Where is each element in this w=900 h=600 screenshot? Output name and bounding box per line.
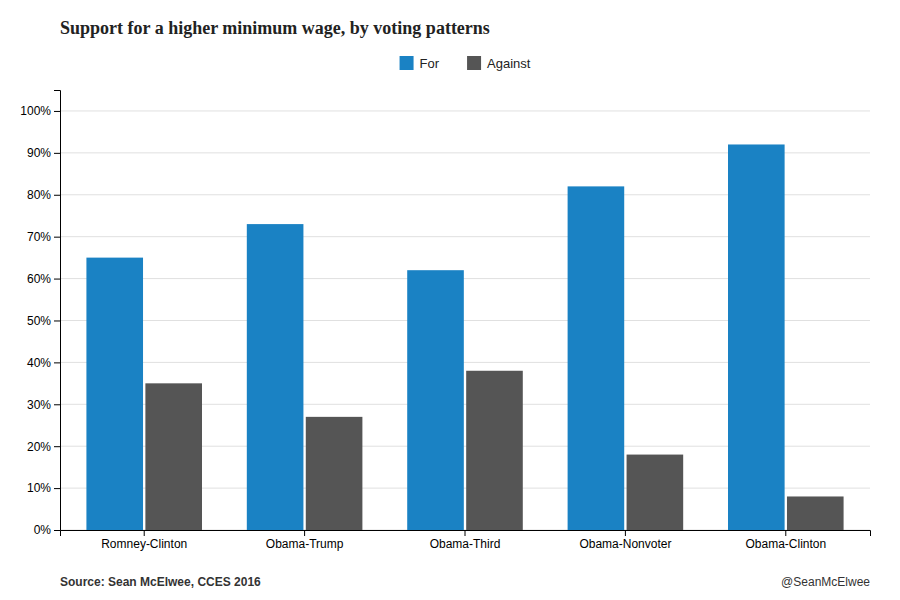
y-tick-mark (54, 237, 60, 238)
legend-swatch (467, 56, 481, 70)
grid (60, 111, 870, 530)
y-tick: 90% (27, 146, 60, 160)
y-tick-mark (54, 488, 60, 489)
y-tick-label: 70% (27, 230, 51, 244)
y-tick-label: 40% (27, 356, 51, 370)
y-tick: 80% (27, 188, 60, 202)
y-tick-label: 90% (27, 146, 51, 160)
bar-series (86, 144, 784, 530)
x-tick: Obama-Third (430, 530, 501, 551)
x-tick-label: Romney-Clinton (101, 537, 187, 551)
chart: Support for a higher minimum wage, by vo… (0, 0, 900, 600)
y-tick-label: 100% (20, 104, 51, 118)
bar (466, 371, 523, 530)
y-tick-mark (54, 195, 60, 196)
y-tick-mark (54, 362, 60, 363)
bar (728, 144, 785, 530)
bar (86, 258, 143, 530)
grid-line (60, 110, 870, 111)
bar (306, 417, 363, 530)
y-tick: 30% (27, 398, 60, 412)
legend: For Against (400, 56, 531, 71)
y-tick: 0% (34, 523, 60, 537)
x-tick: Obama-Clinton (745, 530, 826, 551)
legend-label: For (420, 56, 440, 71)
x-axis-line (61, 531, 871, 537)
y-tick-label: 30% (27, 398, 51, 412)
x-tick-label: Obama-Trump (266, 537, 344, 551)
x-tick-mark (304, 530, 305, 536)
x-tick: Romney-Clinton (101, 530, 187, 551)
x-tick-mark (144, 530, 145, 536)
plot-area: 0% 10% 20% 30% 40% 50% 60% 70% 80% 90% 100% Romney-… (20, 91, 870, 551)
y-tick: 40% (27, 356, 60, 370)
y-tick-mark (54, 279, 60, 280)
y-tick: 70% (27, 230, 60, 244)
y-tick-label: 10% (27, 481, 51, 495)
title: Support for a higher minimum wage, by vo… (60, 18, 490, 38)
y-tick: 10% (27, 481, 60, 495)
x-tick-label: Obama-Clinton (745, 537, 826, 551)
bar (145, 383, 202, 530)
y-axis: 0% 10% 20% 30% 40% 50% 60% 70% 80% 90% 100% (20, 91, 60, 538)
legend-item: For (400, 56, 440, 71)
y-tick-mark (54, 153, 60, 154)
x-tick-label: Obama-Nonvoter (579, 537, 671, 551)
x-tick-mark (465, 530, 466, 536)
legend-item: Against (467, 56, 531, 71)
y-tick: 20% (27, 440, 60, 454)
legend-label: Against (487, 56, 531, 71)
y-axis-line (54, 91, 61, 531)
annotation: @SeanMcElwee (781, 575, 870, 589)
y-tick-mark (54, 111, 60, 112)
annotation: Source: Sean McElwee, CCES 2016 (60, 575, 261, 589)
y-tick: 50% (27, 314, 60, 328)
bar (568, 186, 625, 530)
y-tick-mark (54, 320, 60, 321)
x-tick-mark (785, 530, 786, 536)
x-tick: Obama-Nonvoter (579, 530, 671, 551)
legend-swatch (400, 56, 414, 70)
y-tick: 60% (27, 272, 60, 286)
y-tick-label: 60% (27, 272, 51, 286)
x-tick-label: Obama-Third (430, 537, 501, 551)
y-tick-mark (54, 530, 60, 531)
bar-series (145, 371, 843, 530)
y-tick-mark (54, 404, 60, 405)
y-tick-mark (54, 446, 60, 447)
bar (787, 496, 844, 530)
x-axis: Romney-Clinton Obama-Trump Obama-Third Obam… (61, 530, 871, 551)
bars (86, 144, 843, 530)
bar (407, 270, 464, 530)
bar (247, 224, 304, 530)
bar (627, 455, 684, 530)
y-tick-label: 80% (27, 188, 51, 202)
y-tick: 100% (20, 104, 60, 118)
x-tick: Obama-Trump (266, 530, 344, 551)
x-tick-mark (625, 530, 626, 536)
y-tick-label: 20% (27, 440, 51, 454)
y-tick-label: 0% (34, 523, 52, 537)
y-tick-label: 50% (27, 314, 51, 328)
